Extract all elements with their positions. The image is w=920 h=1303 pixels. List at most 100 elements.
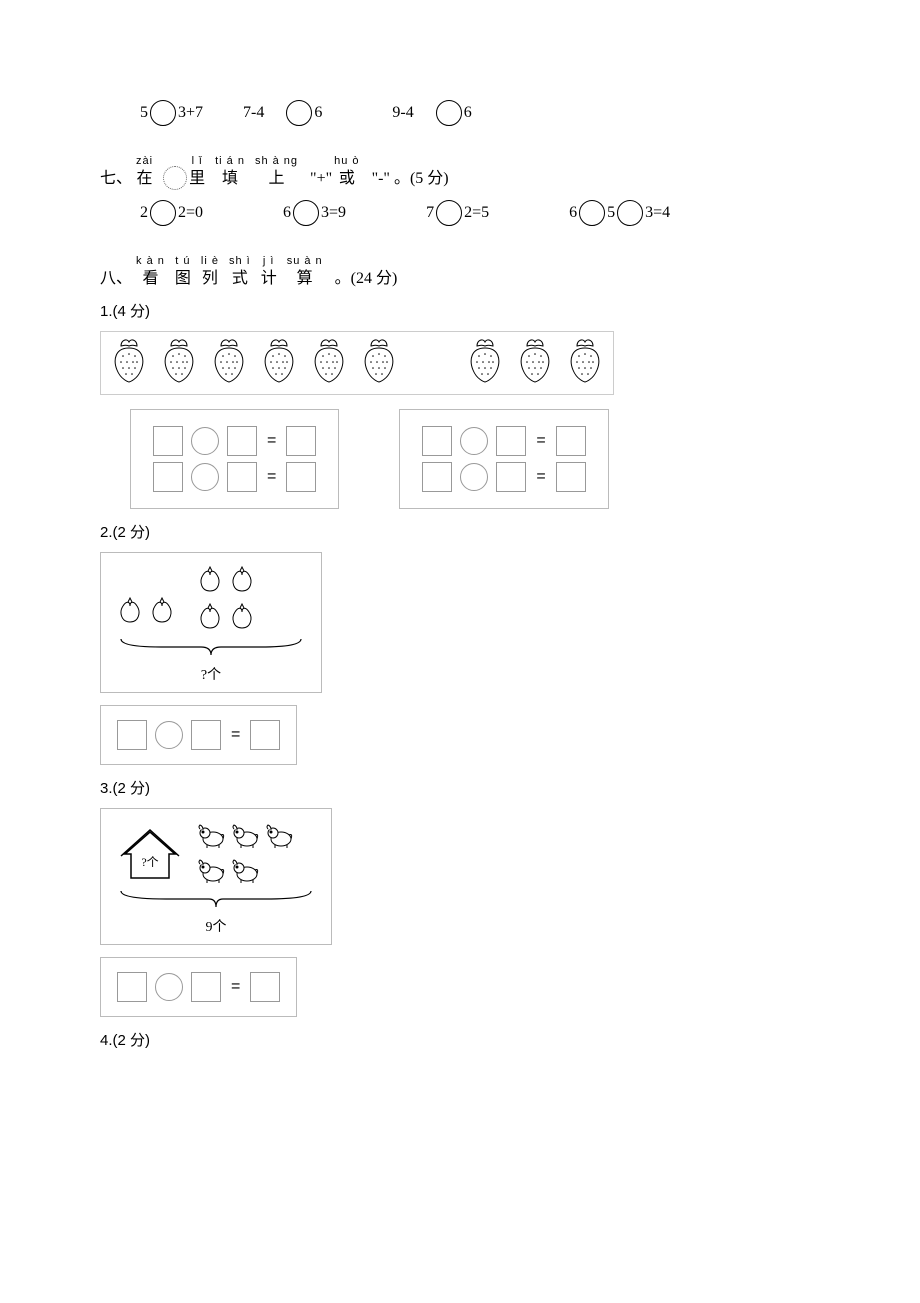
number-box[interactable]: [496, 426, 526, 456]
section-7-num: 七、: [100, 164, 132, 188]
ruby-char: t ú图: [175, 256, 191, 288]
ruby-zai: zài 在: [136, 156, 153, 188]
q3-eq-panel: =: [100, 957, 297, 1017]
strawberry-icon: [513, 336, 557, 384]
heading-circle-icon: [163, 166, 187, 190]
eq-c-left: 7: [426, 204, 434, 222]
number-box[interactable]: [191, 972, 221, 1002]
number-box[interactable]: [153, 462, 183, 492]
op-circle-d2[interactable]: [617, 200, 643, 226]
dog-icon: [229, 821, 261, 854]
peach-icon: [195, 602, 225, 637]
number-box[interactable]: [191, 720, 221, 750]
house-label: ?个: [141, 855, 158, 869]
q1-image-panel: [100, 331, 614, 395]
expr-3-left: 9-4: [392, 104, 413, 122]
operator-circle[interactable]: [155, 973, 183, 1001]
op-circle-a[interactable]: [150, 200, 176, 226]
number-box[interactable]: [153, 426, 183, 456]
number-box[interactable]: [556, 426, 586, 456]
strawberry-icon: [463, 336, 507, 384]
q1-right-eq-panel: = =: [399, 409, 608, 509]
q2-eq-panel: =: [100, 705, 297, 765]
text-plus: "+": [310, 170, 332, 188]
q2-bracket-label: ?个: [111, 664, 311, 684]
op-circle-b[interactable]: [293, 200, 319, 226]
number-box[interactable]: [227, 426, 257, 456]
number-box[interactable]: [117, 720, 147, 750]
q4-label: 4.(2 分): [100, 1029, 820, 1050]
operator-circle[interactable]: [460, 427, 488, 455]
dog-icon: [195, 821, 227, 854]
dog-icon: [195, 856, 227, 889]
q1-label: 1.(4 分): [100, 300, 820, 321]
number-box[interactable]: [286, 462, 316, 492]
ruby-char: ti á n填: [215, 156, 245, 188]
eq-c-right: 2=5: [464, 204, 489, 222]
number-box[interactable]: [227, 462, 257, 492]
section-8-heading: 八、 k à n看t ú图li è列sh ì式j ì计su à n算 。(24 …: [100, 256, 820, 288]
eq-d-right: 3=4: [645, 204, 670, 222]
number-box[interactable]: [250, 972, 280, 1002]
peach-icon: [147, 596, 177, 631]
number-box[interactable]: [117, 972, 147, 1002]
equation-line: =: [113, 720, 284, 750]
expr-2-right: 6: [314, 104, 322, 122]
dog-icon: [263, 821, 295, 854]
compare-circle-3[interactable]: [436, 100, 462, 126]
ruby-char: sh ì式: [229, 256, 251, 288]
compare-circle-2[interactable]: [286, 100, 312, 126]
number-box[interactable]: [496, 462, 526, 492]
ruby-char: hu ò或: [334, 156, 359, 188]
ruby-char: k à n看: [136, 256, 165, 288]
equation-line: =: [149, 426, 320, 456]
strawberry-icon: [357, 336, 401, 384]
q3-label: 3.(2 分): [100, 777, 820, 798]
operator-circle[interactable]: [191, 463, 219, 491]
strawberry-icon: [563, 336, 607, 384]
number-box[interactable]: [250, 720, 280, 750]
operator-circle[interactable]: [191, 427, 219, 455]
peach-icon: [227, 565, 257, 600]
op-circle-c[interactable]: [436, 200, 462, 226]
q3-image-panel: ?个: [100, 808, 332, 945]
strawberry-icon: [307, 336, 351, 384]
ruby-char: l ǐ里: [189, 156, 205, 188]
strawberry-icon: [257, 336, 301, 384]
equation-line: =: [418, 426, 589, 456]
number-box[interactable]: [422, 426, 452, 456]
peach-icon: [195, 565, 225, 600]
section-7-tail: 。(5 分): [394, 164, 449, 188]
expr-1-left: 5: [140, 104, 148, 122]
section-7-equations: 2 2=0 6 3=9 7 2=5 6 5 3=4: [140, 200, 820, 226]
comparison-row: 5 3+7 7-4 6 9-4 6: [140, 100, 820, 126]
operator-circle[interactable]: [155, 721, 183, 749]
op-circle-d1[interactable]: [579, 200, 605, 226]
q2-label: 2.(2 分): [100, 521, 820, 542]
number-box[interactable]: [286, 426, 316, 456]
brace-icon: [111, 637, 311, 659]
q1-left-eq-panel: = =: [130, 409, 339, 509]
section-7-heading: 七、 zài 在 l ǐ里ti á n填sh à ng上 "+" hu ò或 "…: [100, 156, 820, 188]
strawberry-icon: [157, 336, 201, 384]
number-box[interactable]: [556, 462, 586, 492]
eq-d-left: 6: [569, 204, 577, 222]
operator-circle[interactable]: [460, 463, 488, 491]
ruby-char: li è列: [201, 256, 219, 288]
expr-2-left: 7-4: [243, 104, 264, 122]
equals-sign: =: [231, 978, 240, 996]
equation-line: =: [113, 972, 284, 1002]
ruby-char: sh à ng上: [255, 156, 298, 188]
eq-b-right: 3=9: [321, 204, 346, 222]
equals-sign: =: [536, 468, 545, 486]
peach-icon: [227, 602, 257, 637]
eq-a-right: 2=0: [178, 204, 203, 222]
eq-b-left: 6: [283, 204, 291, 222]
peach-icon: [115, 596, 145, 631]
compare-circle-1[interactable]: [150, 100, 176, 126]
house-icon: ?个: [115, 826, 185, 889]
equals-sign: =: [267, 468, 276, 486]
q2-image-panel: ?个: [100, 552, 322, 693]
number-box[interactable]: [422, 462, 452, 492]
expr-3-right: 6: [464, 104, 472, 122]
